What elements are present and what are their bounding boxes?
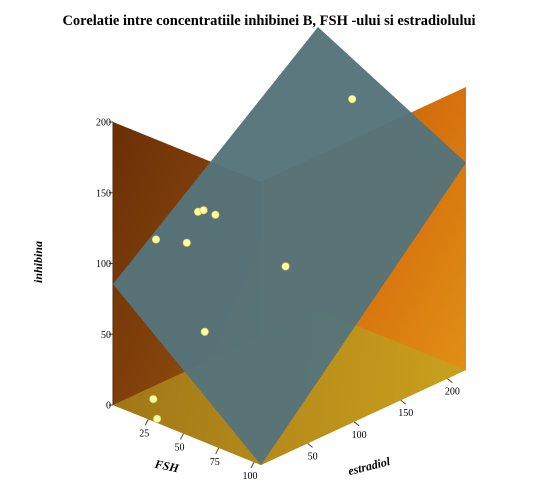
y-tick-mark <box>400 399 407 405</box>
data-point <box>153 414 162 423</box>
x-tick-mark <box>250 461 255 469</box>
z-tick-label: 100 <box>96 259 111 270</box>
data-point <box>211 210 220 219</box>
x-axis-label: FSH <box>153 457 181 476</box>
data-point <box>151 235 161 244</box>
z-tick-label: 50 <box>101 330 111 341</box>
chart-title: Corelatie intre concentratiile inhibinei… <box>62 13 476 29</box>
x-tick-label: 100 <box>242 471 257 482</box>
x-tick-label: 50 <box>174 443 184 454</box>
y-tick-mark <box>307 443 313 448</box>
x-tick-mark <box>180 433 184 440</box>
z-axis-label: inhibina <box>31 241 45 283</box>
regression-plane <box>113 27 466 465</box>
y-tick-label: 150 <box>398 408 413 419</box>
y-tick-label: 200 <box>445 387 460 398</box>
x-tick-mark <box>144 419 149 426</box>
data-point <box>200 327 209 336</box>
y-tick-mark <box>447 378 453 384</box>
y-tick-label: 100 <box>352 430 367 441</box>
data-point <box>281 262 290 271</box>
data-point <box>149 395 158 404</box>
data-point <box>348 94 357 104</box>
z-tick-label: 0 <box>106 401 111 412</box>
y-tick-label: 50 <box>308 451 318 462</box>
data-point <box>199 206 208 215</box>
z-tick-label: 200 <box>96 118 111 129</box>
y-axis-label: estradiol <box>347 454 392 478</box>
x-tick-mark <box>215 447 220 455</box>
x-tick-label: 75 <box>210 457 220 468</box>
z-tick-label: 150 <box>96 188 111 199</box>
x-tick-label: 25 <box>139 428 149 439</box>
y-tick-mark <box>353 421 360 427</box>
data-point <box>182 238 191 247</box>
